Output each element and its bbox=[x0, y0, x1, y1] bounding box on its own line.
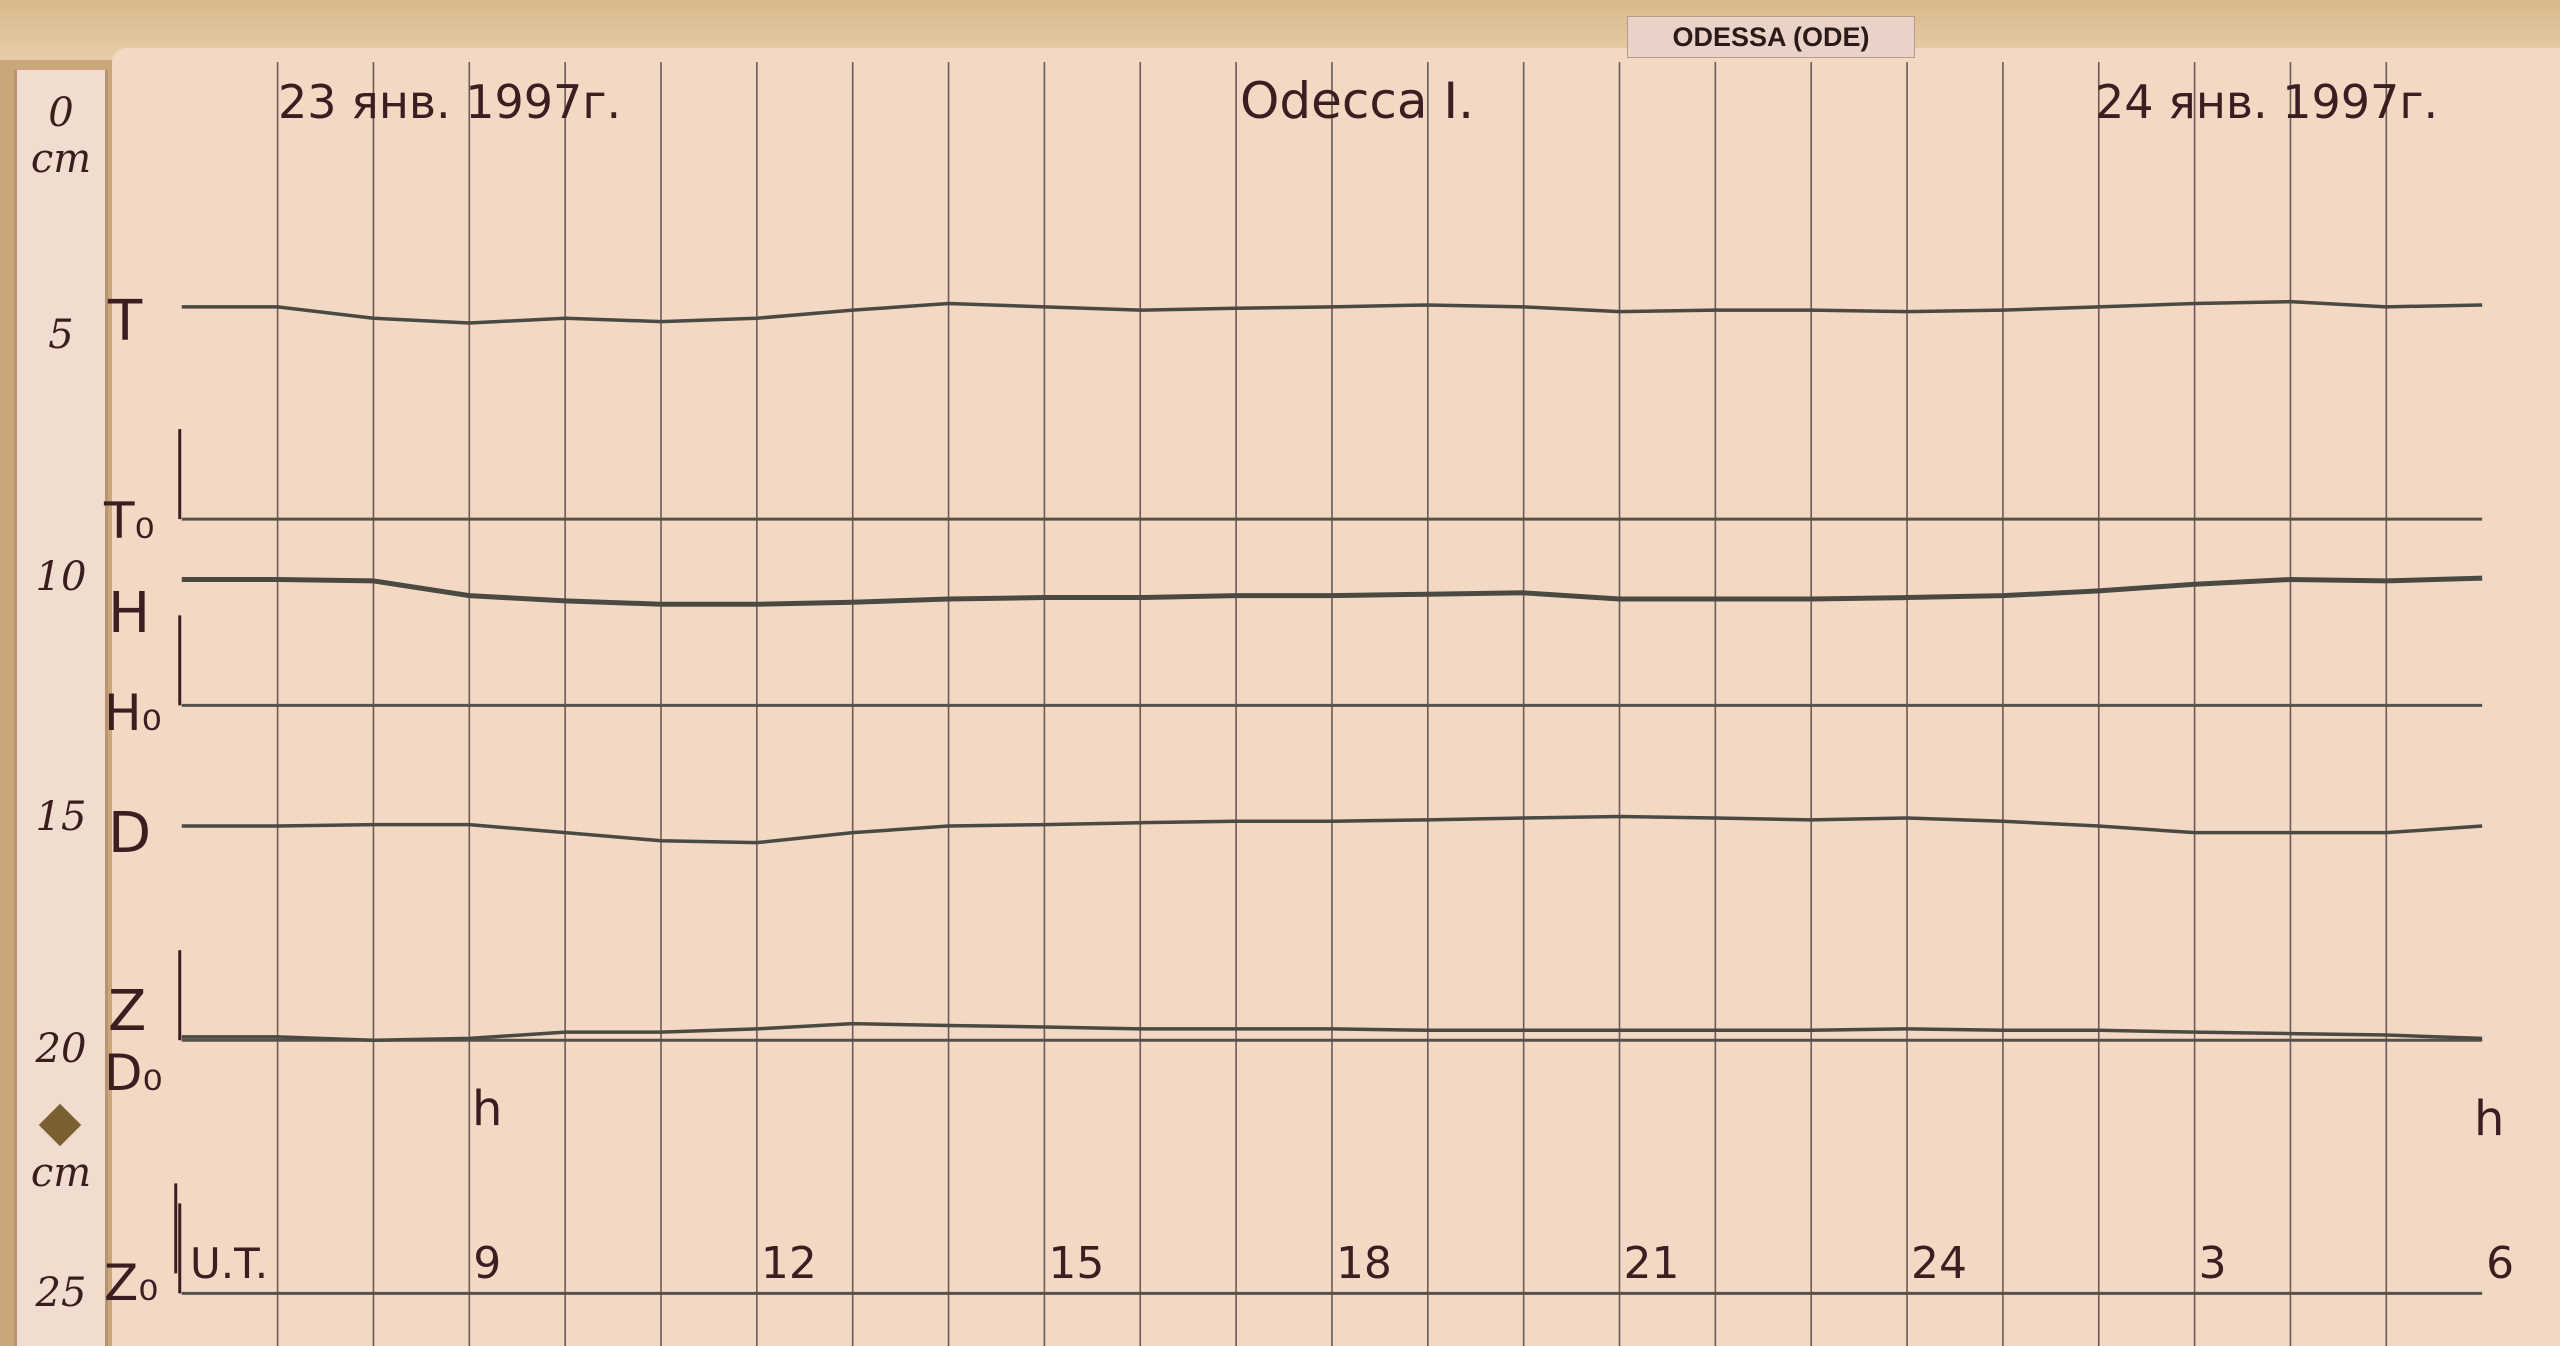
ruler-tick-15: 15 bbox=[35, 794, 87, 840]
trace-H bbox=[181, 575, 2483, 607]
series-label-H: H bbox=[108, 581, 150, 646]
baseline-label-D: D₀ bbox=[104, 1044, 163, 1102]
series-label-Z: Z bbox=[108, 979, 146, 1044]
x-tick-labels: 9 12 15 18 21 24 3 6 bbox=[473, 1238, 2514, 1289]
x-axis-label: U.T. bbox=[190, 1239, 268, 1288]
ruler-unit-bottom: cm bbox=[30, 1150, 92, 1196]
cm-ruler: 0 cm 5 10 15 20 cm 25 bbox=[14, 70, 108, 1346]
hour-unit-left: h bbox=[472, 1081, 502, 1137]
baseline-label-Z: Z₀ bbox=[104, 1254, 158, 1312]
x-tick-label-6: 6 bbox=[2486, 1238, 2514, 1289]
trace-Z bbox=[181, 1021, 2483, 1043]
x-tick-label-21: 21 bbox=[1624, 1238, 1680, 1289]
ruler-tick-10: 10 bbox=[35, 554, 87, 600]
ruler-tick-0: 0 bbox=[48, 90, 74, 136]
ruler-tick-25: 25 bbox=[35, 1270, 87, 1316]
title-right: 24 янв. 1997г. bbox=[2095, 75, 2438, 129]
baseline-label-H: H₀ bbox=[104, 684, 162, 742]
x-tick-label-15: 15 bbox=[1048, 1238, 1104, 1289]
chart-labels: 23 янв. 1997г. Odecca I. 24 янв. 1997г. … bbox=[190, 72, 2504, 1288]
x-tick-label-18: 18 bbox=[1336, 1238, 1392, 1289]
ruler-unit: cm bbox=[30, 136, 92, 182]
x-tick-label-12: 12 bbox=[761, 1238, 817, 1289]
series-label-D: D bbox=[108, 801, 151, 866]
x-tick-label-9: 9 bbox=[473, 1238, 501, 1289]
trace-D bbox=[181, 814, 2483, 845]
title-left: 23 янв. 1997г. bbox=[278, 75, 621, 129]
x-tick-label-3: 3 bbox=[2199, 1238, 2227, 1289]
baselines bbox=[174, 429, 2483, 1295]
x-tick-label-24: 24 bbox=[1911, 1238, 1967, 1289]
ruler-tick-20: 20 bbox=[35, 1026, 87, 1072]
title-center: Odecca I. bbox=[1240, 72, 1474, 130]
series-label-T: T bbox=[107, 289, 143, 354]
magnetogram-paper bbox=[112, 48, 2560, 1346]
series-labels: T T₀ H H₀ D D₀Z Z₀ bbox=[103, 289, 163, 1312]
baseline-label-T: T₀ bbox=[103, 492, 155, 550]
station-label: ODESSA (ODE) bbox=[1627, 16, 1915, 58]
trace-T bbox=[181, 299, 2483, 325]
traces bbox=[181, 299, 2483, 1043]
ruler-tick-5: 5 bbox=[48, 312, 74, 358]
hour-unit-right: h bbox=[2474, 1091, 2504, 1147]
